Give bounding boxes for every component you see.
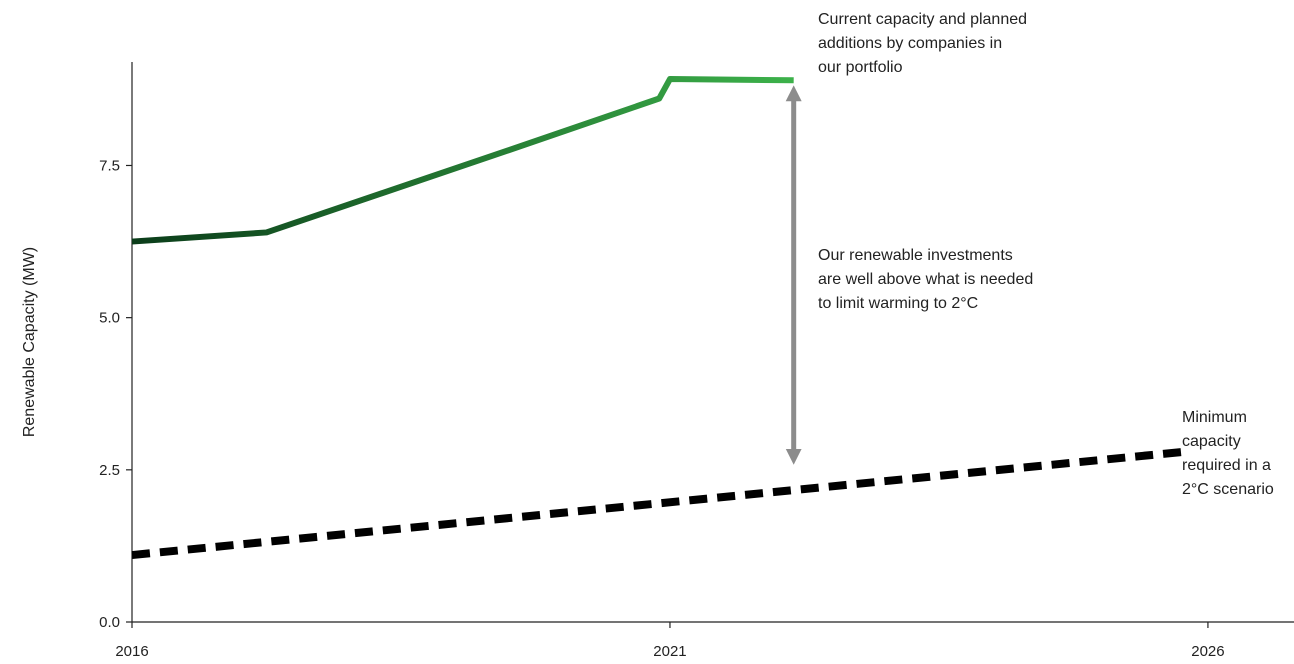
portfolio-annotation: Current capacity and planned additions b…: [818, 11, 1028, 76]
scenario-annotation: Minimum capacity required in a 2°C scena…: [1182, 409, 1274, 498]
y-tick-label: 2.5: [99, 462, 120, 479]
y-ticks: 0.0 2.5 5.0 7.5: [99, 157, 132, 631]
y-tick-label: 5.0: [99, 310, 120, 327]
y-axis-title: Renewable Capacity (MW): [21, 247, 38, 437]
x-tick-label: 2026: [1191, 643, 1224, 660]
portfolio-capacity-line: [131, 76, 794, 245]
gap-annotation: Our renewable investments are well above…: [818, 247, 1034, 312]
y-tick-label: 7.5: [99, 157, 120, 174]
minimum-2c-capacity-line: [131, 447, 1187, 560]
series-layer: [131, 76, 1187, 560]
x-tick-label: 2016: [115, 643, 148, 660]
x-tick-label: 2021: [653, 643, 686, 660]
y-tick-label: 0.0: [99, 614, 120, 631]
x-ticks: 2016 2021 2026: [115, 622, 1225, 660]
